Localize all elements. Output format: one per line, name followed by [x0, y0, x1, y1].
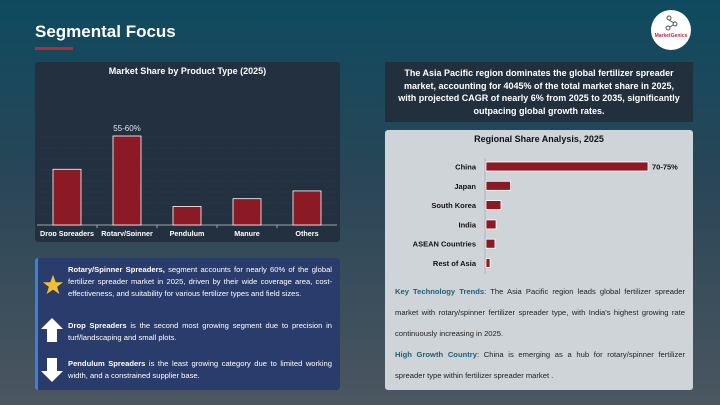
star-icon [42, 274, 64, 295]
bar-manure-spreaders [232, 198, 262, 226]
bar-rotary-spinner-spreaders [112, 135, 142, 226]
highlight-text: segment accounts for nearly 60% of the g… [68, 265, 332, 298]
bar-rest-of-asia [485, 258, 491, 268]
bar-india [485, 219, 497, 230]
notes: Key Technology Trends: The Asia Pacific … [395, 281, 685, 386]
title-underline [35, 47, 73, 50]
note-text: : The Asia Pacific region leads global f… [395, 287, 685, 338]
arrow-down-icon [41, 358, 63, 382]
highlight-title: Rotary/Spinner Spreaders, [68, 265, 165, 274]
category-label: Pendulum [170, 229, 205, 236]
summary-box: The Asia Pacific region dominates the gl… [385, 62, 693, 122]
highlight-title: Drop Spreaders [68, 321, 127, 330]
bar-japan [485, 180, 511, 191]
category-label: Others [295, 229, 318, 236]
regional-share-chart: China 70-75% Japan South Korea India ASEAN Co… [413, 158, 678, 274]
highlights-panel: Rotary/Spinner Spreaders, segment accoun… [35, 258, 340, 390]
category-label: Rest of Asia [433, 259, 477, 268]
highlight-title: Pendulum Spreaders [68, 359, 146, 368]
category-label: Manure [234, 229, 260, 236]
company-logo: MarketGenics [651, 10, 691, 50]
note-label: High Growth Country [395, 350, 477, 359]
category-label: Japan [454, 182, 476, 191]
highlight-text: is the second most growing segment due t… [68, 321, 332, 342]
product-type-chart: Drop Spreaders55-60%Rotary/SpinnerSpread… [37, 124, 337, 248]
bar-china [485, 161, 649, 172]
note-high-growth-country: High Growth Country: China is emerging a… [395, 344, 685, 386]
chart-title: Market Share by Product Type (2025) [108, 66, 267, 76]
bar-asean-countries [485, 238, 496, 249]
logo-text: MarketGenics [654, 33, 688, 39]
data-label: 55-60% [113, 124, 141, 133]
category-label: Drop Spreaders [40, 229, 94, 236]
note-technology-trends: Key Technology Trends: The Asia Pacific … [395, 281, 685, 344]
highlight-text: is the least growing category due to lim… [68, 359, 332, 380]
highlight-drop: Drop Spreaders is the second most growin… [41, 318, 332, 344]
highlight-rotary: Rotary/Spinner Spreaders, segment accoun… [42, 264, 332, 300]
product-type-chart-panel: Market Share by Product Type (2025) Drop… [35, 62, 340, 248]
note-text: : China is emerging as a hub for rotary/… [395, 350, 685, 380]
data-label: 70-75% [652, 163, 678, 172]
category-label: China [455, 163, 477, 172]
bar-others [292, 190, 322, 226]
chart-title: Regional Share Analysis, 2025 [474, 134, 604, 144]
highlight-pendulum: Pendulum Spreaders is the least growing … [41, 358, 332, 382]
page-title: Segmental Focus [35, 22, 176, 41]
arrow-up-icon [41, 318, 63, 342]
bar-drop-spreaders [52, 168, 82, 226]
regional-share-panel: Regional Share Analysis, 2025 China 70-75… [385, 130, 693, 390]
category-label: ASEAN Countries [413, 240, 476, 249]
category-label: Rotary/Spinner [101, 229, 153, 236]
category-label: India [458, 220, 476, 229]
network-icon [665, 15, 678, 31]
bar-south-korea [485, 200, 502, 210]
category-label: South Korea [431, 201, 476, 210]
note-label: Key Technology Trends [395, 287, 485, 296]
bar-pendulum-spreaders [172, 206, 202, 226]
